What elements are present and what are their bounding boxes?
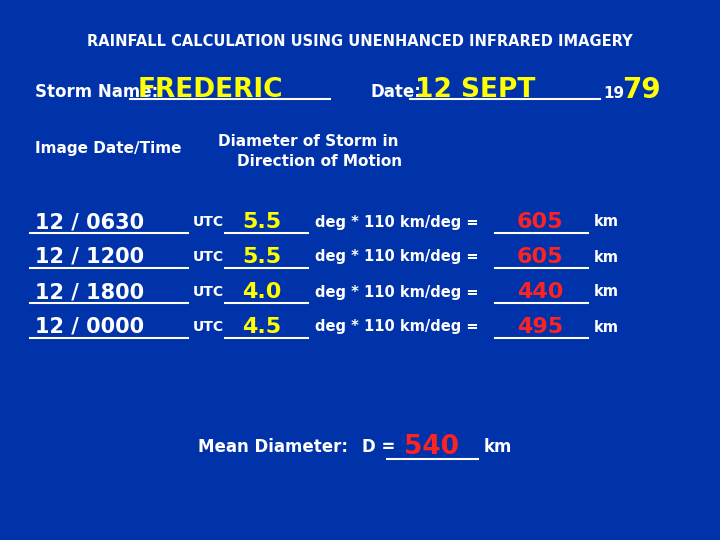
Text: D =: D = — [362, 438, 395, 456]
Text: Image Date/Time: Image Date/Time — [35, 140, 181, 156]
Text: Date:: Date: — [370, 83, 421, 101]
Text: deg * 110 km/deg =: deg * 110 km/deg = — [315, 285, 479, 300]
Text: UTC: UTC — [193, 250, 224, 264]
Text: 12 / 0630: 12 / 0630 — [35, 212, 144, 232]
Text: 540: 540 — [405, 434, 459, 460]
Text: 12 / 1800: 12 / 1800 — [35, 282, 144, 302]
Text: UTC: UTC — [193, 215, 224, 229]
Text: 5.5: 5.5 — [243, 247, 282, 267]
Text: 19: 19 — [603, 86, 624, 102]
Text: 5.5: 5.5 — [243, 212, 282, 232]
Text: 605: 605 — [517, 247, 563, 267]
Text: 440: 440 — [517, 282, 563, 302]
Text: Mean Diameter:: Mean Diameter: — [198, 438, 348, 456]
Text: Diameter of Storm in: Diameter of Storm in — [218, 134, 398, 150]
Text: UTC: UTC — [193, 320, 224, 334]
Text: 605: 605 — [517, 212, 563, 232]
Text: UTC: UTC — [193, 285, 224, 299]
Text: 4.5: 4.5 — [243, 317, 282, 337]
Text: deg * 110 km/deg =: deg * 110 km/deg = — [315, 214, 479, 230]
Text: km: km — [594, 320, 619, 334]
Text: km: km — [484, 438, 513, 456]
Text: RAINFALL CALCULATION USING UNENHANCED INFRARED IMAGERY: RAINFALL CALCULATION USING UNENHANCED IN… — [87, 35, 633, 50]
Text: 79: 79 — [622, 76, 661, 104]
Text: 495: 495 — [517, 317, 563, 337]
Text: Direction of Motion: Direction of Motion — [237, 153, 402, 168]
Text: km: km — [594, 285, 619, 300]
Text: km: km — [594, 214, 619, 230]
Text: 12 SEPT: 12 SEPT — [415, 77, 536, 103]
Text: 12 / 1200: 12 / 1200 — [35, 247, 144, 267]
Text: Storm Name:: Storm Name: — [35, 83, 158, 101]
Text: 4.0: 4.0 — [243, 282, 282, 302]
Text: km: km — [594, 249, 619, 265]
Text: FREDERIC: FREDERIC — [138, 77, 284, 103]
Text: 12 / 0000: 12 / 0000 — [35, 317, 144, 337]
Text: deg * 110 km/deg =: deg * 110 km/deg = — [315, 320, 479, 334]
Text: deg * 110 km/deg =: deg * 110 km/deg = — [315, 249, 479, 265]
